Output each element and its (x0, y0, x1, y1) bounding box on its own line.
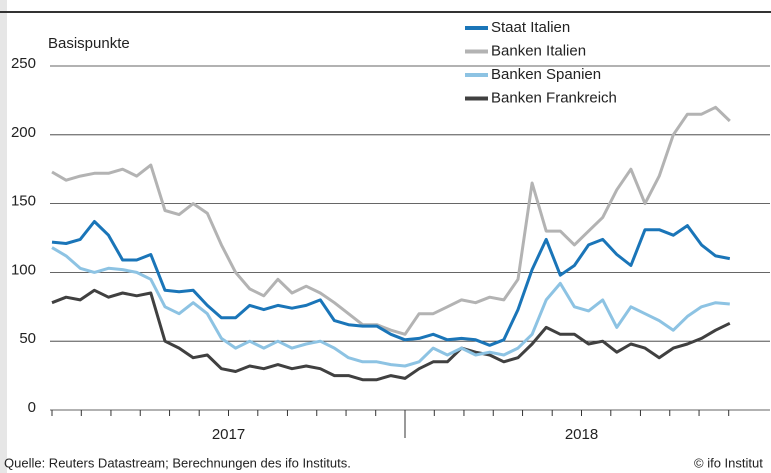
legend-label: Staat Italien (491, 19, 570, 36)
y-tick-label: 0 (28, 399, 36, 416)
side-strip (0, 0, 7, 473)
y-tick-label: 100 (11, 261, 36, 278)
x-tick-label: 2018 (565, 426, 598, 443)
y-tick-label: 200 (11, 124, 36, 141)
legend-label: Banken Spanien (491, 66, 601, 83)
series-line (51, 220, 731, 347)
legend-label: Banken Italien (491, 42, 586, 59)
source: Quelle: Reuters Datastream; Berechnungen… (4, 455, 351, 470)
series-line (51, 288, 731, 382)
y-axis-label: Basispunkte (48, 35, 130, 52)
x-tick-label: 2017 (212, 426, 245, 443)
y-tick-label: 50 (19, 330, 36, 347)
series-line (51, 246, 730, 368)
credit: © ifo Institut (694, 455, 763, 470)
y-tick-label: 150 (11, 193, 36, 210)
y-tick-label: 250 (11, 55, 36, 72)
series-line (51, 105, 731, 336)
legend-label: Banken Frankreich (491, 89, 617, 106)
